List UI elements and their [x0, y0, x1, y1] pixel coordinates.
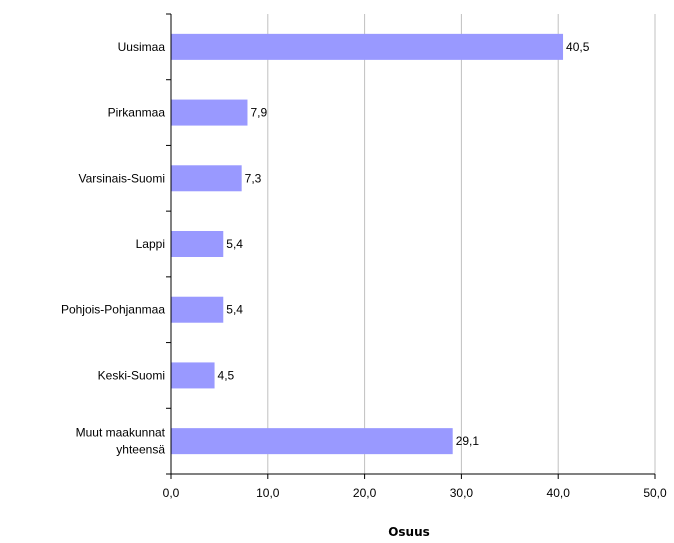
data-label-6: 29,1: [456, 434, 480, 448]
data-label-2: 7,3: [245, 171, 262, 185]
category-label-6-line-0: Muut maakunnat: [76, 426, 166, 440]
bar-3: [171, 231, 224, 257]
category-label-1: Pirkanmaa: [108, 106, 166, 120]
data-label-5: 4,5: [218, 368, 235, 382]
bar-5: [171, 362, 215, 389]
x-tick-label-1: 10,0: [256, 486, 280, 500]
bar-1: [171, 99, 248, 126]
data-label-1: 7,9: [250, 106, 267, 120]
data-label-3: 5,4: [226, 237, 243, 251]
bar-2: [171, 165, 242, 192]
category-label-0: Uusimaa: [118, 40, 166, 54]
category-label-5: Keski-Suomi: [98, 368, 165, 382]
x-tick-label-0: 0,0: [163, 486, 180, 500]
bar-0: [171, 33, 564, 60]
category-label-4: Pohjois-Pohjanmaa: [61, 303, 165, 317]
x-tick-label-3: 30,0: [450, 486, 474, 500]
x-tick-label-4: 40,0: [547, 486, 571, 500]
data-label-4: 5,4: [226, 303, 243, 317]
category-label-2: Varsinais-Suomi: [79, 171, 165, 185]
data-label-0: 40,5: [566, 40, 590, 54]
bar-4: [171, 296, 224, 323]
category-label-6-line-1: yhteensä: [116, 443, 165, 457]
category-label-3: Lappi: [136, 237, 165, 251]
x-axis-title: Osuus: [388, 525, 430, 539]
x-tick-label-5: 50,0: [643, 486, 667, 500]
bar-6: [171, 428, 453, 455]
x-tick-label-2: 20,0: [353, 486, 377, 500]
